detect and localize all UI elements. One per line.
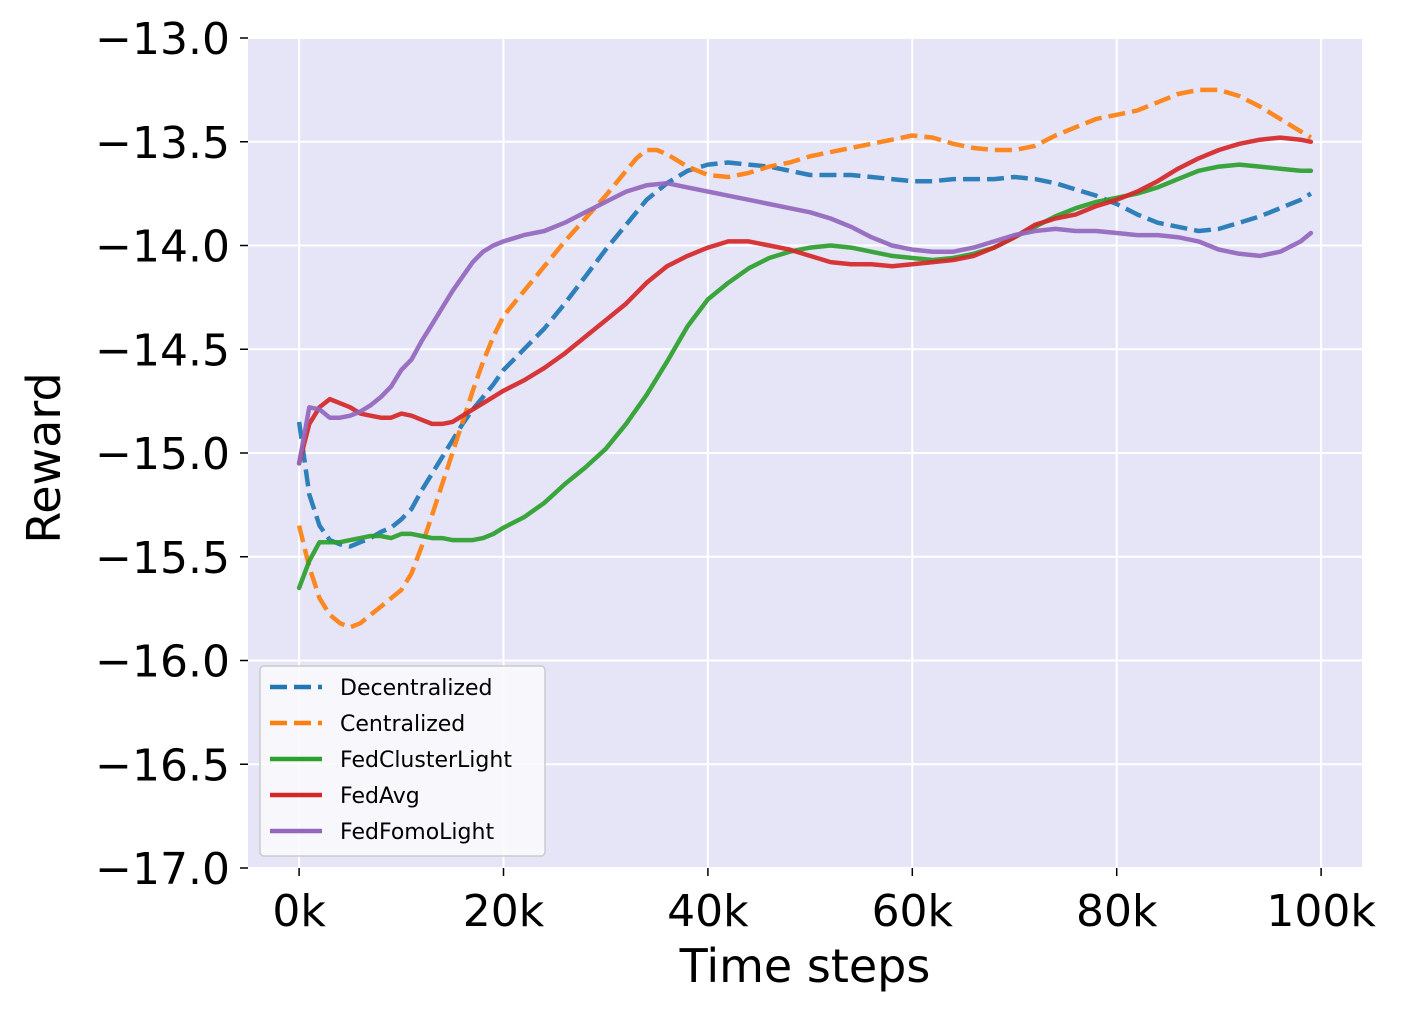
legend-label-fedclusterlight: FedClusterLight (340, 748, 512, 773)
y-axis-label: Reward (17, 372, 71, 543)
y-tick-label: −13.5 (95, 118, 230, 169)
x-tick-label: 0k (272, 886, 326, 937)
legend-label-fedfomolight: FedFomoLight (340, 820, 494, 845)
grid-lines (248, 37, 1362, 869)
x-tick-label: 80k (1076, 886, 1158, 937)
y-tick-label: −15.5 (95, 533, 230, 584)
axis-ticks (240, 37, 1322, 876)
y-tick-label: −13.0 (95, 14, 230, 65)
x-tick-label: 20k (463, 886, 545, 937)
series-line-decentralized (296, 160, 1313, 549)
legend-label-centralized: Centralized (340, 712, 465, 737)
legend-box (259, 665, 546, 857)
y-tick-label: −17.0 (95, 844, 230, 895)
y-tick-labels: −13.0 −13.5 −14.0 −14.5 −15.0 −15.5 −16.0 −16.5… (95, 14, 230, 895)
y-tick-label: −15.0 (95, 429, 230, 480)
x-axis-label: Time steps (679, 939, 931, 993)
legend-label-decentralized: Decentralized (340, 676, 492, 701)
legend: Decentralized Centralized FedClusterLight F… (259, 665, 546, 857)
y-tick-label: −16.5 (95, 740, 230, 791)
y-tick-label: −14.5 (95, 325, 230, 376)
series-line-centralized (296, 87, 1313, 630)
series-lines (296, 87, 1314, 630)
x-tick-label: 60k (872, 886, 954, 937)
x-tick-labels: 0k 20k 40k 60k 80k 100k (272, 886, 1376, 937)
legend-label-fedavg: FedAvg (340, 784, 420, 809)
series-line-fedfomolight (296, 180, 1314, 466)
series-line-fedavg (296, 135, 1314, 466)
y-tick-label: −16.0 (95, 637, 230, 688)
x-tick-label: 100k (1266, 886, 1376, 937)
x-tick-label: 40k (667, 886, 749, 937)
y-tick-label: −14.0 (95, 222, 230, 273)
